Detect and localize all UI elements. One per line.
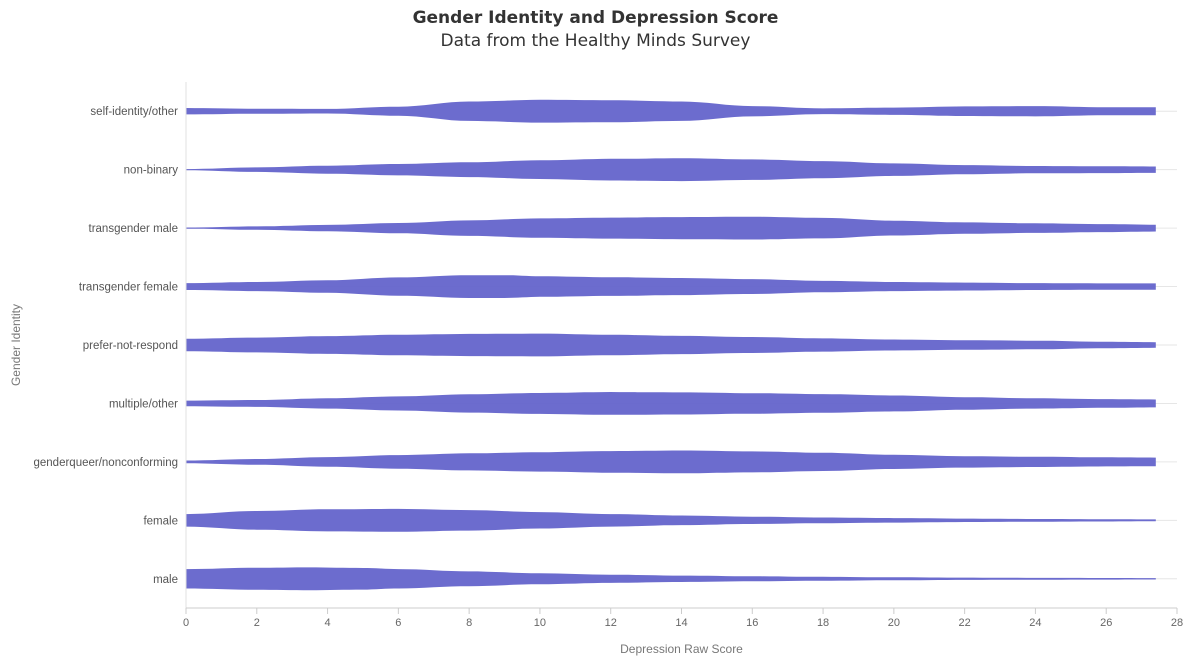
y-tick-label: genderqueer/nonconforming	[34, 457, 179, 469]
x-tick-label: 2	[254, 617, 260, 629]
x-tick-label: 18	[817, 617, 829, 629]
x-tick-label: 8	[466, 617, 472, 629]
x-axis-title: Depression Raw Score	[620, 642, 743, 656]
x-tick-label: 26	[1100, 617, 1112, 629]
x-tick-label: 6	[395, 617, 401, 629]
y-axis-title: Gender Identity	[9, 304, 23, 386]
y-tick-label: female	[143, 515, 178, 527]
x-tick-label: 10	[534, 617, 546, 629]
x-tick-label: 16	[746, 617, 758, 629]
y-tick-label: transgender female	[79, 282, 178, 294]
x-tick-label: 24	[1029, 617, 1041, 629]
violin-transgender-male	[186, 216, 1156, 240]
y-tick-label: male	[153, 574, 178, 586]
violin-multiple-other	[186, 392, 1156, 415]
violin-self-identity-other	[186, 99, 1156, 123]
y-tick-label: self-identity/other	[90, 106, 178, 118]
violin-non-binary	[186, 158, 1156, 182]
violin-series	[186, 99, 1156, 591]
x-tick-label: 14	[675, 617, 687, 629]
x-tick-label: 28	[1171, 617, 1183, 629]
x-axis-ticks: 0 2 4 6 8 10 12 14 16 18 20 22 24 26 28	[183, 608, 1183, 629]
chart-subtitle: Data from the Healthy Minds Survey	[440, 31, 751, 51]
y-tick-label: non-binary	[124, 165, 179, 177]
y-tick-label: multiple/other	[109, 398, 178, 410]
violin-genderqueer-nonconforming	[186, 450, 1156, 474]
y-tick-label: transgender male	[89, 223, 179, 235]
violin-prefer-not-respond	[186, 333, 1156, 357]
chart-title: Gender Identity and Depression Score	[412, 8, 779, 28]
x-tick-label: 12	[605, 617, 617, 629]
x-tick-label: 20	[888, 617, 900, 629]
x-tick-label: 4	[325, 617, 331, 629]
y-axis-labels: self-identity/other non-binary transgender…	[34, 106, 179, 586]
violin-transgender-female	[186, 275, 1156, 298]
x-tick-label: 0	[183, 617, 189, 629]
x-tick-label: 22	[959, 617, 971, 629]
y-tick-label: prefer-not-respond	[83, 340, 178, 352]
violin-male	[186, 567, 1156, 591]
violin-female	[186, 508, 1156, 532]
